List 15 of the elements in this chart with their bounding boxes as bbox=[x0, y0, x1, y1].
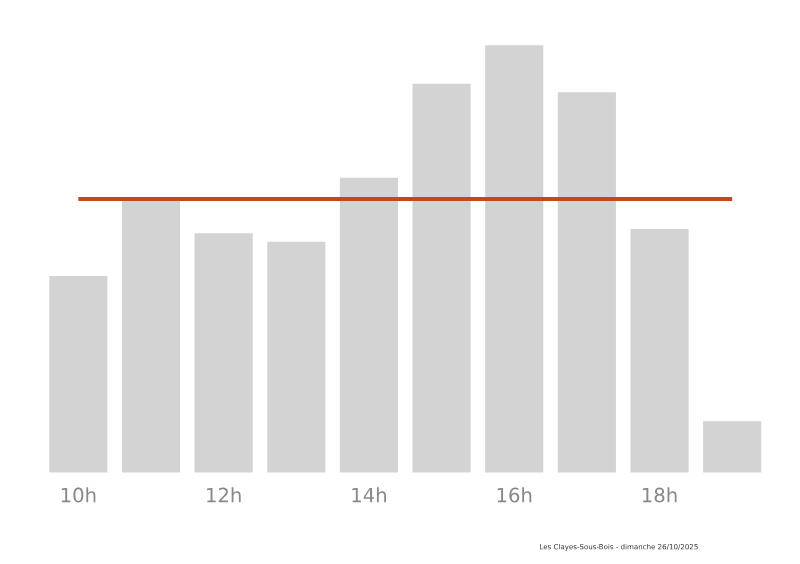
x-tick-label: 18h bbox=[642, 487, 677, 503]
bar bbox=[412, 84, 471, 473]
x-tick-label: 14h bbox=[352, 487, 386, 503]
bar bbox=[49, 276, 108, 473]
bar bbox=[194, 233, 253, 473]
bar bbox=[121, 197, 181, 473]
bar bbox=[339, 178, 398, 473]
bar bbox=[557, 92, 616, 473]
x-tick-label: 12h bbox=[207, 487, 241, 503]
bar bbox=[703, 421, 762, 473]
bar bbox=[485, 45, 544, 473]
x-tick-label: 10h bbox=[61, 487, 96, 503]
x-tick-label: 16h bbox=[497, 487, 532, 503]
bar bbox=[267, 242, 326, 473]
bar bbox=[630, 229, 689, 473]
